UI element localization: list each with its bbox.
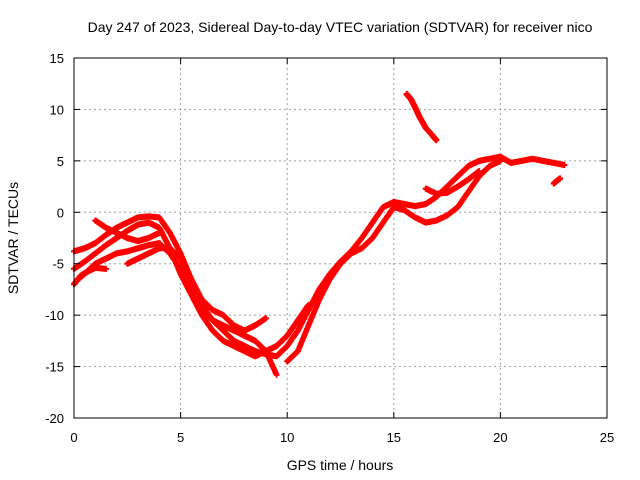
x-axis-label: GPS time / hours [287,457,394,473]
series-track-4 [124,245,269,334]
series-track-9 [422,168,483,197]
data-marks [71,91,568,378]
x-tick-label: 5 [177,430,184,445]
y-tick-label: 0 [57,205,64,220]
y-tick-label: -5 [52,257,64,272]
data-point-markers [403,91,440,144]
x-tick-label: 0 [70,430,77,445]
y-tick-label: -20 [45,411,64,426]
data-point-markers [124,245,269,334]
data-point-markers [550,175,564,187]
y-tick-label: -10 [45,308,64,323]
series-track-8 [403,91,440,144]
axis-ticks: 0 5 10 15 20 25 -20 -15 -10 -5 0 5 10 15 [45,51,614,445]
chart-title: Day 247 of 2023, Sidereal Day-to-day VTE… [88,19,593,35]
y-tick-label: 15 [50,51,64,66]
data-point-markers [284,157,504,365]
x-tick-label: 15 [387,430,401,445]
y-tick-label: -15 [45,360,64,375]
series-track-7 [284,157,504,365]
data-point-markers [422,168,483,197]
x-tick-label: 10 [280,430,294,445]
series-track-6 [92,217,163,245]
y-tick-label: 10 [50,102,64,117]
x-tick-label: 20 [493,430,507,445]
plot-frame [73,57,608,419]
series-track-10 [550,175,564,187]
y-axis-label: SDTVAR / TECUs [5,182,21,294]
y-tick-label: 5 [57,154,64,169]
x-tick-label: 25 [600,430,614,445]
data-point-markers [92,217,163,245]
